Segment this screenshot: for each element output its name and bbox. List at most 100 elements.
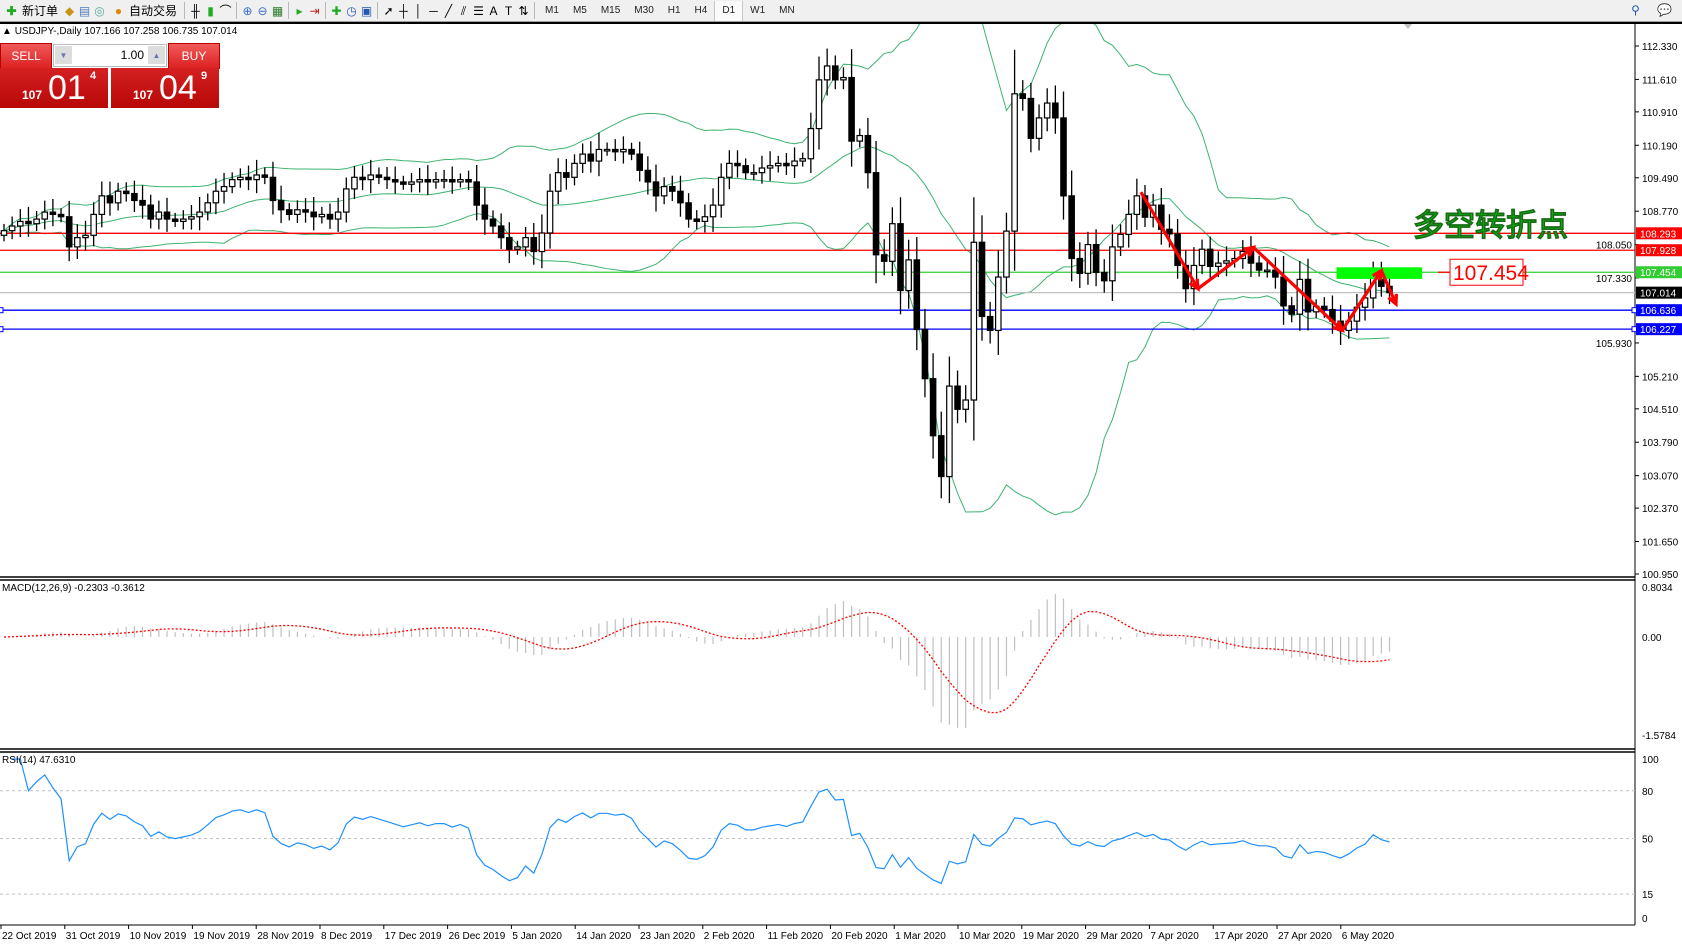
trendline-icon[interactable]: ╱	[444, 3, 453, 18]
timeframe-d1[interactable]: D1	[714, 0, 744, 21]
tile-windows-icon[interactable]: ▦	[271, 3, 284, 18]
price-tick-label: 109.490	[1642, 174, 1679, 185]
text-icon[interactable]: A	[489, 3, 498, 18]
candle-bullish	[212, 190, 220, 204]
rsi-label: RSI(14) 47.6310	[2, 755, 76, 766]
candle-bullish	[204, 202, 212, 213]
candle-bearish	[1076, 257, 1084, 274]
search-icon[interactable]: ⚲	[1631, 2, 1640, 17]
candle-bearish	[383, 176, 391, 181]
bid-pip: 4	[90, 70, 97, 82]
rsi-tick-label: 15	[1642, 890, 1654, 901]
signals-icon[interactable]: ◎	[94, 3, 105, 18]
line-handle	[0, 307, 4, 314]
lot-size-input[interactable]: 1.00	[120, 48, 144, 62]
candle-bearish	[122, 190, 130, 195]
increase-lot-button[interactable]: ▲	[148, 46, 165, 64]
indicators-icon[interactable]: ✚	[331, 3, 342, 18]
timeframe-h1[interactable]: H1	[667, 5, 681, 16]
horizontal-line-icon[interactable]: ─	[429, 3, 438, 18]
candle-bearish	[25, 220, 32, 225]
zigzag-arrow-line	[1379, 269, 1398, 305]
candle-bullish	[1215, 262, 1222, 267]
bollinger-lower	[3, 213, 1390, 516]
fibonacci-icon[interactable]: ☰	[473, 3, 484, 18]
line-handle	[0, 326, 4, 333]
candle-bullish	[1084, 243, 1092, 274]
price-tick-label: 110.910	[1642, 108, 1678, 119]
arrows-icon[interactable]: ⇅	[518, 3, 529, 18]
timeframe-h4[interactable]: H4	[694, 5, 708, 16]
candle-bearish	[1166, 228, 1173, 235]
chat-icon[interactable]: 💬	[1657, 2, 1672, 17]
timeframe-m1[interactable]: M1	[545, 5, 559, 16]
candle-bearish	[530, 237, 538, 253]
zoom-out-icon[interactable]: ⊖	[257, 3, 268, 18]
price-tick-label: 112.330	[1642, 42, 1678, 53]
bar-chart-icon[interactable]: ╫	[191, 3, 200, 18]
date-label: 29 Mar 2020	[1087, 931, 1144, 942]
line-chart-icon[interactable]: ⌒	[219, 3, 232, 18]
candle-bearish	[1052, 102, 1059, 119]
candle-bullish	[807, 127, 815, 160]
candle-bullish	[41, 211, 49, 220]
vertical-line-icon[interactable]: │	[414, 3, 423, 18]
navigator-icon[interactable]: ▤	[78, 3, 91, 18]
candle-bullish	[8, 225, 16, 232]
bid-price-button[interactable]: 107 01 4	[0, 68, 108, 108]
market-watch-icon[interactable]: ◆	[64, 3, 75, 18]
collapse-triangle-icon[interactable]: ▲	[2, 26, 12, 37]
timeframe-m5[interactable]: M5	[572, 5, 587, 16]
candle-bearish	[147, 204, 155, 220]
candle-bearish	[1060, 117, 1067, 197]
zoom-in-icon[interactable]: ⊕	[242, 3, 253, 18]
candle-bullish	[799, 158, 807, 162]
candle-bullish	[823, 65, 831, 81]
timeframe-m30[interactable]: M30	[634, 5, 654, 16]
toolbar-divider	[288, 2, 290, 19]
chart-info-text: USDJPY-,Daily 107.166 107.258 106.735 10…	[14, 26, 238, 37]
lot-size-stepper[interactable]: ▼ 1.00 ▲	[53, 44, 167, 67]
candlestick-icon[interactable]: ▮	[207, 3, 214, 18]
candle-bullish	[1003, 230, 1010, 278]
text-label-icon[interactable]: T	[504, 3, 513, 18]
templates-icon[interactable]: ▣	[360, 3, 373, 18]
candle-bearish	[171, 218, 179, 222]
candle-bullish	[351, 176, 358, 190]
candle-bullish	[962, 399, 970, 410]
periods-icon[interactable]: ◷	[346, 3, 357, 18]
timeframe-m15[interactable]: M15	[600, 5, 621, 16]
timeframe-w1[interactable]: W1	[750, 5, 766, 16]
equidistant-channel-icon[interactable]: ⫽	[460, 3, 467, 18]
crosshair-icon[interactable]: ┼	[399, 3, 408, 18]
candle-bullish	[17, 220, 24, 227]
new-order-label: 新订单	[22, 4, 59, 18]
date-label: 26 Dec 2019	[449, 931, 506, 942]
timeframe-mn[interactable]: MN	[779, 5, 795, 16]
candle-bullish	[1198, 248, 1206, 267]
candle-bearish	[880, 254, 888, 262]
candle-bullish	[318, 213, 326, 218]
auto-trading-button[interactable]: ● 自动交易	[107, 1, 181, 21]
toolbar-divider	[377, 2, 379, 19]
candle-bearish	[326, 213, 334, 220]
candle-bullish	[791, 160, 798, 167]
candle-bearish	[937, 435, 945, 478]
candle-bullish	[0, 230, 8, 236]
candle-bearish	[978, 241, 986, 318]
decrease-lot-button[interactable]: ▼	[55, 46, 72, 64]
chart-shift-icon[interactable]: ⇥	[309, 3, 320, 18]
arrowhead-icon	[1387, 293, 1398, 308]
ask-price-button[interactable]: 107 04 9	[111, 68, 219, 108]
sell-button[interactable]: SELL	[0, 43, 52, 69]
buy-button[interactable]: BUY	[168, 43, 220, 69]
new-order-button[interactable]: ✚ 新订单	[0, 1, 62, 21]
candle-bearish	[424, 179, 432, 183]
candle-bullish	[408, 181, 415, 185]
candle-bearish	[375, 174, 383, 178]
zigzag-arrow-line	[1252, 246, 1344, 332]
candle-bearish	[65, 216, 73, 248]
cursor-icon[interactable]: ➚	[383, 3, 394, 18]
autoscroll-icon[interactable]: ▸	[296, 3, 303, 18]
